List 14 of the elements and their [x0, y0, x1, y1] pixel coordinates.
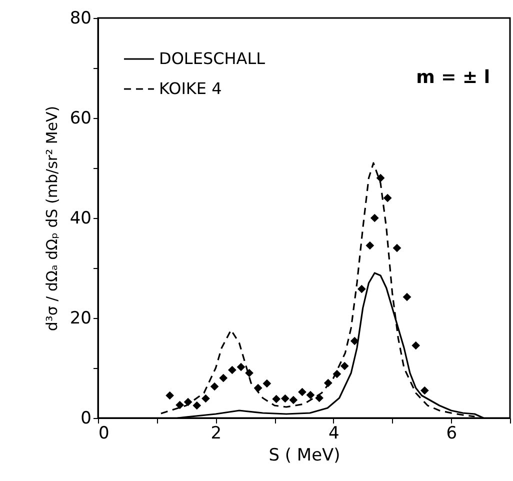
y-tick-label: 20: [70, 308, 92, 328]
legend-label: DOLESCHALL: [159, 49, 266, 68]
x-tick-label: 0: [98, 424, 110, 444]
x-tick-label: 4: [328, 424, 340, 444]
x-tick-label: 6: [446, 424, 458, 444]
y-tick-label: 80: [70, 8, 92, 28]
y-tick-label: 0: [80, 408, 92, 428]
x-axis-title: S ( MeV): [268, 446, 340, 466]
y-axis-title: d³σ / dΩₐ dΩₚ dS (mb/sr² MeV): [42, 106, 61, 332]
y-tick-label: 60: [70, 108, 92, 128]
x-tick-label: 2: [210, 424, 222, 444]
legend-label: KOIKE 4: [159, 79, 222, 98]
annotation: m = ± l: [416, 67, 490, 88]
y-tick-label: 40: [70, 208, 92, 228]
